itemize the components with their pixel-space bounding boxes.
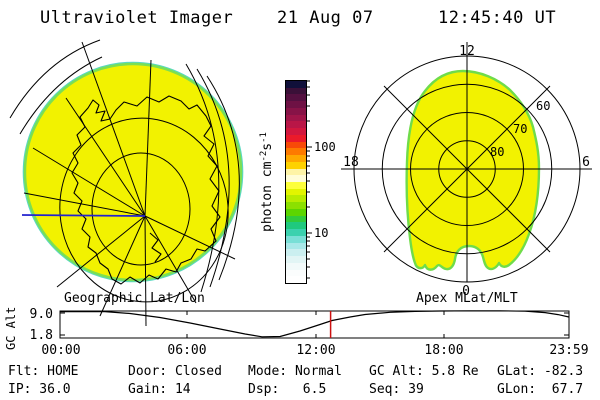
- colorbar: [285, 80, 307, 284]
- geographic-view: [9, 39, 244, 327]
- status-ip: IP: 36.0: [8, 382, 71, 397]
- observation-time: 12:45:40 UT: [438, 8, 557, 28]
- auroral-oval: [405, 69, 541, 271]
- altitude-timeline: GC Alt 9.0 1.8 00:00 06:00 12:00 18:00 2…: [4, 307, 589, 358]
- colorbar-band: [286, 101, 306, 108]
- colorbar-band: [286, 141, 306, 149]
- colorbar-unit-base1: photon cm: [260, 161, 276, 232]
- timeline-box: [59, 310, 570, 339]
- colorbar-band: [286, 175, 306, 183]
- colorbar-band: [286, 229, 306, 236]
- timeline-xtick-1: 06:00: [167, 343, 206, 358]
- status-gain: Gain: 14: [128, 382, 191, 397]
- timeline-tick-marks: [60, 311, 569, 338]
- timeline-xtick-4: 23:59: [549, 343, 588, 358]
- timeline-xtick-2: 12:00: [296, 343, 335, 358]
- colorbar-band: [286, 87, 306, 95]
- mlat-label-80: 80: [490, 145, 504, 159]
- mlt-label-12: 12: [459, 44, 475, 59]
- right-panel-caption: Apex MLat/MLT: [416, 291, 518, 306]
- colorbar-unit-sup1: -2: [258, 150, 269, 162]
- colorbar-band: [286, 195, 306, 203]
- app-title: Ultraviolet Imager: [40, 8, 234, 28]
- colorbar-band: [286, 256, 306, 263]
- colorbar-unit-base2: s: [260, 142, 276, 151]
- colorbar-band: [286, 94, 306, 102]
- polar-grid: [341, 42, 592, 283]
- colorbar-band: [286, 114, 306, 122]
- colorbar-band: [286, 215, 306, 223]
- colorbar-band: [286, 208, 306, 216]
- colorbar-band: [286, 107, 306, 115]
- status-seq: Seq: 39: [369, 382, 424, 397]
- colorbar-band: [286, 276, 306, 284]
- pointer-line: [21, 214, 146, 217]
- status-mode: Mode: Normal: [248, 364, 342, 379]
- status-door: Door: Closed: [128, 364, 222, 379]
- mlt-label-6: 6: [582, 155, 590, 170]
- timeline-ytick-bottom: 1.8: [30, 328, 53, 343]
- mlt-label-0: 0: [462, 284, 470, 299]
- timeline-xtick-3: 18:00: [424, 343, 463, 358]
- colorbar-band: [286, 155, 306, 162]
- colorbar-band: [286, 81, 306, 88]
- colorbar-band: [286, 242, 306, 250]
- colorbar-band: [286, 148, 306, 156]
- timeline-ylabel: GC Alt: [4, 307, 18, 350]
- colorbar-band: [286, 269, 306, 277]
- graticule: [9, 39, 240, 327]
- colorbar-band: [286, 128, 306, 135]
- colorbar-band: [286, 262, 306, 270]
- timeline-ytick-top: 9.0: [30, 307, 53, 322]
- colorbar-unit-label: photon cm-2s-1: [259, 132, 275, 232]
- colorbar-band: [286, 235, 306, 243]
- colorbar-band: [286, 202, 306, 209]
- mlt-label-18: 18: [343, 155, 359, 170]
- observation-date: 21 Aug 07: [277, 8, 374, 28]
- status-dsp: Dsp: 6.5: [248, 382, 327, 397]
- timeline-xtick-0: 00:00: [41, 343, 80, 358]
- colorbar-band: [286, 121, 306, 129]
- colorbar-band: [286, 249, 306, 257]
- status-glon: GLon: 67.7: [497, 382, 584, 397]
- colorbar-band: [286, 161, 306, 169]
- colorbar-band: [286, 168, 306, 176]
- apex-view: 12 0 18 6 60 70 80: [341, 42, 592, 299]
- colorbar-band: [286, 182, 306, 189]
- coastlines: [71, 95, 221, 285]
- altitude-curve: [60, 310, 570, 338]
- colorbar-band: [286, 188, 306, 196]
- mlat-label-60: 60: [536, 99, 550, 113]
- colorbar-unit-sup2: -1: [258, 132, 269, 143]
- status-flt: Flt: HOME: [8, 364, 79, 379]
- earth-disk-rim: [22, 61, 244, 283]
- colorbar-tick-100: 100: [314, 140, 336, 154]
- colorbar-tick-10: 10: [314, 226, 329, 240]
- colorbar-band: [286, 222, 306, 230]
- colorbar-band: [286, 134, 306, 142]
- left-panel-caption: Geographic Lat/Lon: [64, 291, 205, 306]
- status-gcalt: GC Alt: 5.8 Re: [369, 364, 479, 379]
- mlat-label-70: 70: [513, 122, 527, 136]
- status-glat: GLat: -82.3: [497, 364, 584, 379]
